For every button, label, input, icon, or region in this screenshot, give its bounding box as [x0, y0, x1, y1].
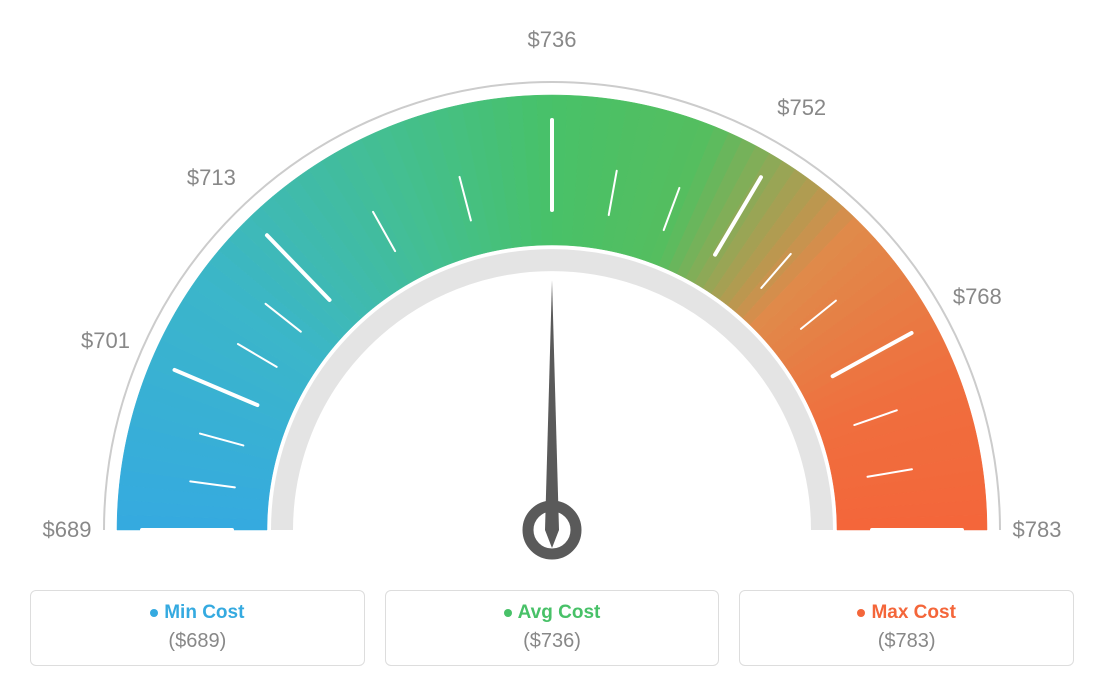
chart-container: $689 $701 $713 $736 $752 $768 $783 Min Cost ($6…: [0, 0, 1104, 690]
gauge-tick-label: $783: [1013, 517, 1062, 543]
legend-card-max: Max Cost ($783): [739, 590, 1074, 666]
legend-dot-icon: [150, 609, 158, 617]
gauge-tick-label: $752: [777, 95, 826, 121]
legend-value: ($689): [168, 630, 226, 653]
legend-title-text: Min Cost: [164, 602, 244, 624]
legend-value: ($736): [523, 630, 581, 653]
gauge-tick-label: $736: [528, 27, 577, 53]
legend-title: Avg Cost: [504, 602, 601, 624]
gauge-tick-label: $713: [187, 165, 236, 191]
gauge-tick-label: $689: [43, 517, 92, 543]
gauge-tick-label: $701: [81, 328, 130, 354]
legend-card-min: Min Cost ($689): [30, 590, 365, 666]
legend-row: Min Cost ($689) Avg Cost ($736) Max Cost ($78…: [0, 580, 1104, 690]
gauge-tick-label: $768: [953, 284, 1002, 310]
legend-title-text: Max Cost: [871, 602, 955, 624]
legend-card-avg: Avg Cost ($736): [385, 590, 720, 666]
legend-title: Max Cost: [857, 602, 955, 624]
gauge-svg: [0, 0, 1104, 560]
legend-title: Min Cost: [150, 602, 244, 624]
legend-dot-icon: [857, 609, 865, 617]
legend-title-text: Avg Cost: [518, 602, 601, 624]
legend-dot-icon: [504, 609, 512, 617]
gauge-area: $689 $701 $713 $736 $752 $768 $783: [0, 0, 1104, 560]
legend-value: ($783): [878, 630, 936, 653]
